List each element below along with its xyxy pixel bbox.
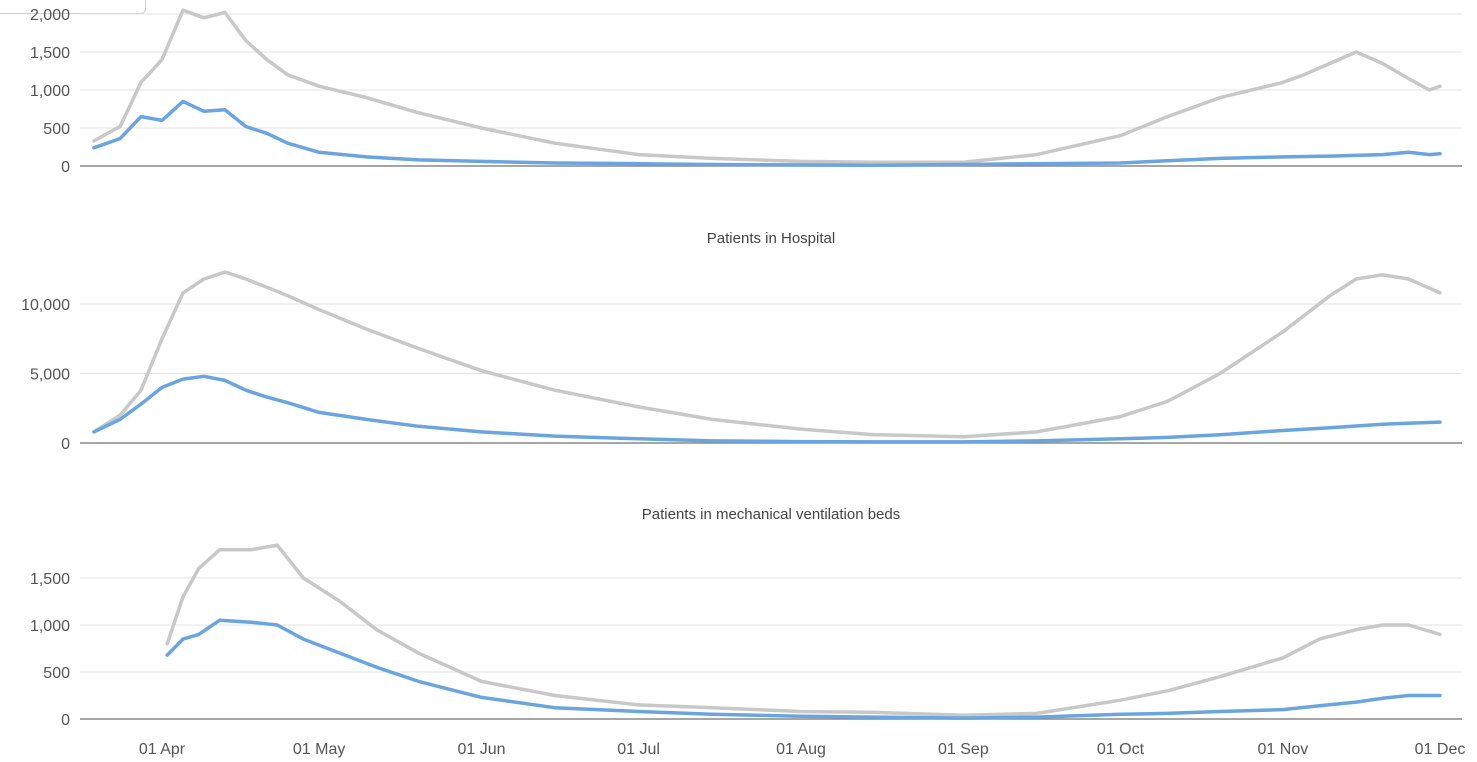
y-tick-label: 500 xyxy=(43,665,70,682)
x-tick-label: 01 Oct xyxy=(1097,741,1145,758)
x-tick-label: 01 Apr xyxy=(139,741,186,758)
chart-panel-3: Patients in mechanical ventilation beds 0… xyxy=(30,506,1465,758)
series-line-2 xyxy=(92,374,1442,444)
x-tick-label: 01 Aug xyxy=(776,741,826,758)
y-tick-label: 5,000 xyxy=(30,367,70,384)
y-tick-label: 1,000 xyxy=(30,618,70,635)
y-tick-label: 1,500 xyxy=(30,571,70,588)
x-tick-label: 01 Sep xyxy=(938,741,989,758)
y-tick-label: 1,500 xyxy=(30,45,70,62)
y-tick-label: 1,000 xyxy=(30,83,70,100)
y-tick-label: 500 xyxy=(43,121,70,138)
y-tick-label: 0 xyxy=(61,159,70,176)
x-tick-label: 01 Jun xyxy=(457,741,505,758)
series-line-2 xyxy=(92,99,1442,167)
panel-tab-edge xyxy=(0,0,146,14)
series-line-1 xyxy=(165,543,1442,717)
y-tick-label: 0 xyxy=(61,712,70,729)
series-line-2 xyxy=(165,618,1442,720)
x-tick-label: 01 May xyxy=(293,741,345,758)
series-line-1 xyxy=(92,8,1442,164)
y-tick-label: 10,000 xyxy=(21,297,70,314)
x-tick-label: 01 Dec xyxy=(1415,741,1466,758)
y-tick-label: 0 xyxy=(61,436,70,453)
chart-panel-2: Patients in Hospital 0 5,000 10,000 xyxy=(21,230,1462,453)
y-tick-label: 2,000 xyxy=(30,7,70,24)
chart-panel-1: 0 500 1,000 1,500 2,000 xyxy=(30,7,1462,176)
series-line-1 xyxy=(92,270,1442,439)
chart-title: Patients in Hospital xyxy=(707,230,835,247)
x-tick-label: 01 Nov xyxy=(1258,741,1309,758)
chart-title: Patients in mechanical ventilation beds xyxy=(642,506,901,523)
x-tick-label: 01 Jul xyxy=(617,741,660,758)
